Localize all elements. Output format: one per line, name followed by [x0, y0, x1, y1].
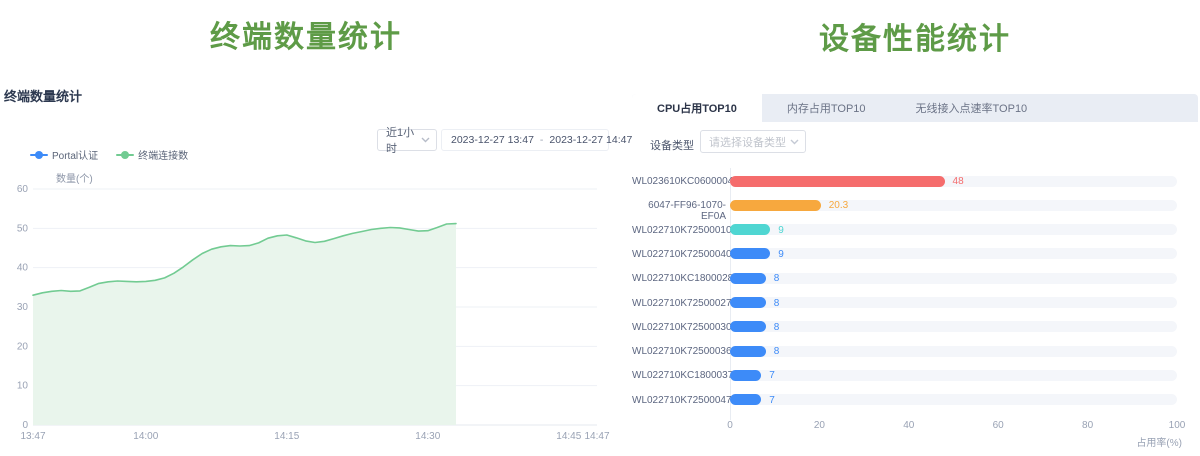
legend-label: Portal认证: [52, 151, 99, 162]
time-range-value: 近1小时: [386, 127, 415, 155]
bar-category-label: WL022710K725000409: [632, 248, 738, 260]
bar-value-label: 8: [773, 273, 780, 285]
bar-x-tick: 20: [813, 420, 825, 431]
bar-x-tick: 40: [903, 420, 915, 431]
bar-track: [730, 248, 1177, 260]
bar-category-label: WL022710K725000272: [632, 297, 738, 309]
bar-value-label: 8: [773, 346, 780, 358]
svg-text:0: 0: [22, 420, 28, 431]
bar-category-label: WL022710KC18000372: [632, 370, 739, 382]
tab-2[interactable]: 无线接入点速率TOP10: [915, 103, 1028, 115]
bar-value-fill[interactable]: [730, 224, 771, 236]
bar-x-tick: 100: [1168, 420, 1186, 431]
svg-text:14:45: 14:45: [556, 431, 581, 442]
svg-text:10: 10: [17, 381, 29, 392]
bar-category-label: WL022710KC18000280: [632, 273, 739, 285]
bar-track: [730, 199, 1177, 211]
bar-x-axis-title: 占用率(%): [1136, 438, 1182, 449]
legend-item-1[interactable]: 终端连接数: [116, 147, 188, 162]
cpu-top10-bar-chart: WL023610KC06000043 48 6047-FF96-1070-EF0A 2…: [632, 162, 1198, 454]
date-range-start: 2023-12-27 13:47: [451, 134, 534, 146]
bar-track: [730, 321, 1177, 333]
legend-marker-icon: [116, 150, 135, 159]
bar-value-fill[interactable]: [730, 369, 762, 381]
svg-text:40: 40: [17, 263, 29, 274]
tab-1[interactable]: 内存占用TOP10: [786, 103, 866, 115]
right-section-title: 设备性能统计: [819, 23, 1011, 56]
date-range-picker[interactable]: 2023-12-27 13:47 - 2023-12-27 14:47: [441, 129, 632, 151]
svg-text:13:47: 13:47: [20, 431, 45, 442]
time-range-select[interactable]: 近1小时: [377, 127, 437, 155]
bar-category-label: WL022710K725000307: [632, 321, 738, 333]
chevron-down-icon: [790, 139, 799, 144]
bar-track: [730, 272, 1177, 284]
bar-value-label: 9: [778, 224, 784, 236]
legend-dot: [121, 150, 130, 159]
svg-text:14:00: 14:00: [133, 431, 158, 442]
legend-item-0[interactable]: Portal认证: [30, 147, 98, 162]
left-card-title: 终端数量统计: [4, 89, 83, 104]
bar-value-fill[interactable]: [730, 175, 945, 187]
bar-x-tick: 0: [727, 420, 733, 431]
bar-category-label: WL023610KC06000043: [632, 176, 739, 187]
device-type-label: 设备类型: [650, 140, 694, 152]
bar-category-label: WL022710K725000470: [632, 394, 738, 406]
bar-track: [730, 369, 1177, 381]
bar-value-label: 48: [952, 176, 964, 187]
bar-value-fill[interactable]: [730, 345, 766, 357]
bar-value-label: 20.3: [828, 200, 849, 212]
bar-track: [730, 394, 1177, 406]
tab-0[interactable]: CPU占用TOP10: [632, 94, 762, 122]
svg-text:14:15: 14:15: [274, 431, 299, 442]
bar-value-fill[interactable]: [730, 394, 762, 406]
bar-chart-axis-line: [730, 168, 731, 420]
svg-text:30: 30: [17, 302, 29, 313]
bar-value-label: 9: [778, 248, 784, 260]
device-type-placeholder: 请选择设备类型: [709, 136, 786, 149]
bar-value-label: 8: [773, 297, 780, 309]
performance-tabbar: CPU占用TOP10 内存占用TOP10 无线接入点速率TOP10: [632, 94, 1198, 122]
line-chart-legend: Portal认证 终端连接数: [30, 147, 188, 162]
legend-marker-icon: [30, 150, 48, 159]
bar-track: [730, 345, 1177, 357]
terminal-count-line-chart: 0 10 20 30 40 50 60 13:47 14:00 14:15 14:30 14:45 14…: [17, 184, 610, 442]
svg-text:14:47: 14:47: [584, 431, 609, 442]
bar-value-fill[interactable]: [730, 272, 766, 284]
bar-value-label: 8: [773, 321, 780, 333]
bar-category-label: 6047-FF96-1070-EF0A: [648, 200, 726, 223]
bar-value-label: 7: [769, 370, 775, 382]
bar-value-fill[interactable]: [730, 199, 821, 211]
legend-label: 终端连接数: [138, 151, 189, 162]
bar-x-tick: 80: [1082, 420, 1094, 431]
bar-value-fill[interactable]: [730, 321, 766, 333]
legend-dot: [35, 150, 43, 159]
left-section-title: 终端数量统计: [210, 21, 402, 54]
bar-value-label: 7: [769, 394, 775, 406]
svg-text:60: 60: [17, 184, 29, 195]
svg-text:50: 50: [17, 223, 29, 234]
date-range-end: 2023-12-27 14:47: [549, 134, 633, 146]
bar-x-tick: 60: [992, 420, 1004, 431]
svg-text:14:30: 14:30: [415, 431, 440, 442]
device-type-select[interactable]: 请选择设备类型: [700, 130, 806, 153]
line-chart-y-axis-title: 数量(个): [56, 174, 93, 185]
svg-text:20: 20: [17, 341, 29, 352]
bar-track: [730, 224, 1177, 236]
bar-value-fill[interactable]: [730, 297, 766, 308]
bar-category-label: WL022710K725000369: [632, 346, 738, 358]
chevron-down-icon: [421, 137, 430, 143]
bar-track: [730, 175, 1177, 187]
date-range-separator: -: [539, 134, 544, 146]
bar-track: [730, 297, 1177, 308]
bar-value-fill[interactable]: [730, 248, 771, 260]
bar-category-label: WL022710K725000102: [632, 224, 738, 236]
